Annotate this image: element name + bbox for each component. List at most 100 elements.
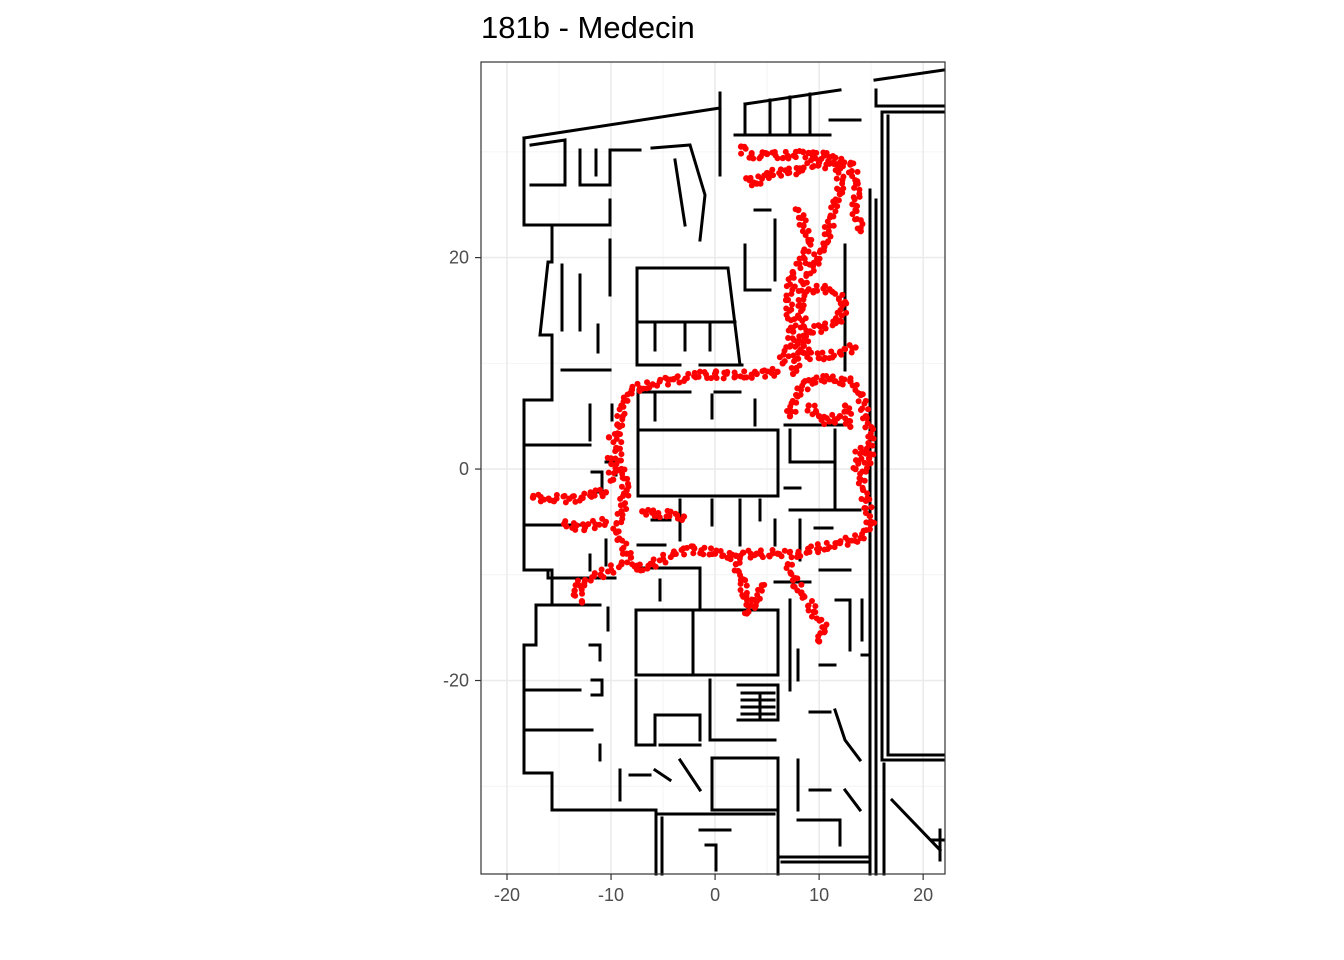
trajectory-point (849, 211, 856, 218)
trajectory-point (786, 169, 793, 176)
trajectory-point (802, 154, 809, 161)
y-tick-label: 20 (449, 248, 469, 268)
trajectory-point (743, 589, 750, 596)
trajectory-point (813, 615, 820, 622)
trajectory-point (847, 418, 854, 425)
floor-plan-wall (677, 757, 703, 793)
trajectory-point (841, 376, 848, 383)
trajectory-point (807, 270, 814, 277)
trajectory-point (813, 546, 820, 553)
trajectory-point (612, 468, 619, 475)
trajectory-point (788, 400, 795, 407)
floor-plan-outer-wall (522, 136, 658, 876)
trajectory-point (562, 518, 569, 525)
trajectory-point (704, 375, 711, 382)
trajectory-point (804, 603, 811, 610)
trajectory-point (829, 411, 836, 418)
trajectory-point (757, 180, 764, 187)
trajectory-point (540, 496, 547, 503)
trajectory-point (788, 365, 795, 372)
trajectory-point (619, 546, 626, 553)
trajectory-point (761, 367, 768, 374)
trajectory-point (731, 369, 738, 376)
trajectory-point (800, 212, 807, 219)
trajectory-point (620, 490, 627, 497)
trajectory-point (809, 164, 816, 171)
trajectory-point (579, 590, 586, 597)
trajectory-point (624, 475, 631, 482)
floor-plan-wall (833, 708, 863, 763)
trajectory-point (858, 495, 865, 502)
trajectory-point (811, 251, 818, 258)
trajectory-point (792, 322, 799, 329)
trajectory-point (762, 373, 769, 380)
trajectory-point (799, 594, 806, 601)
trajectory-point (683, 544, 690, 551)
floor-plan-wall (652, 767, 673, 783)
trajectory-point (853, 208, 860, 215)
trajectory-point (615, 564, 622, 571)
trajectory-point (797, 324, 804, 331)
trajectory-point (811, 322, 818, 329)
trajectory-point (796, 255, 803, 262)
trajectory-point (786, 343, 793, 350)
trajectory-point (672, 551, 679, 558)
trajectory-point (856, 186, 863, 193)
trajectory-point (627, 549, 634, 556)
trajectory-point (795, 214, 802, 221)
trajectory-point (857, 406, 864, 413)
trajectory-point (629, 561, 636, 568)
trajectory-point (617, 495, 624, 502)
trajectory-point (850, 464, 857, 471)
trajectory-point (868, 423, 875, 430)
trajectory-point (612, 448, 619, 455)
trajectory-point (838, 312, 845, 319)
floor-plan-wall (634, 608, 780, 677)
trajectory-point (782, 297, 789, 304)
trajectory-point (742, 145, 749, 152)
trajectory-point (616, 445, 623, 452)
trajectory-point (833, 175, 840, 182)
trajectory-point (772, 152, 779, 159)
trajectory-point (572, 582, 579, 589)
panel-border (480, 61, 946, 875)
trajectory-point (629, 383, 636, 390)
trajectory-point (789, 301, 796, 308)
trajectory-point (690, 543, 697, 550)
trajectory-point (748, 371, 755, 378)
trajectory-point (792, 206, 799, 213)
trajectory-point (806, 240, 813, 247)
trajectory-point (867, 430, 874, 437)
trajectory-point (801, 377, 808, 384)
trajectory-point (832, 378, 839, 385)
trajectory-point (800, 222, 807, 229)
trajectory-point (856, 193, 863, 200)
trajectory-point (822, 165, 829, 172)
trajectory-point (621, 466, 628, 473)
trajectory-point (863, 519, 870, 526)
trajectory-point (820, 285, 827, 292)
trajectory-point (851, 196, 858, 203)
trajectory-point (828, 288, 835, 295)
trajectory-point (831, 419, 838, 426)
trajectory-point (613, 520, 620, 527)
trajectory-point (843, 309, 850, 316)
trajectory-point (755, 586, 762, 593)
trajectory-point (848, 349, 855, 356)
trajectory-point (839, 189, 846, 196)
trajectory-point (812, 609, 819, 616)
trajectory-point (820, 372, 827, 379)
trajectory-point (828, 204, 835, 211)
trajectory-point (795, 287, 802, 294)
trajectory-point (861, 505, 868, 512)
floor-plan-wall (889, 797, 943, 853)
trajectory-point (740, 593, 747, 600)
trajectory-point (859, 391, 866, 398)
trajectory-point (851, 184, 858, 191)
trajectory-point (863, 414, 870, 421)
trajectory-point (821, 413, 828, 420)
trajectory-point (676, 379, 683, 386)
trajectory-point (784, 407, 791, 414)
floor-plan-wall (529, 138, 567, 187)
trajectory-point (838, 351, 845, 358)
